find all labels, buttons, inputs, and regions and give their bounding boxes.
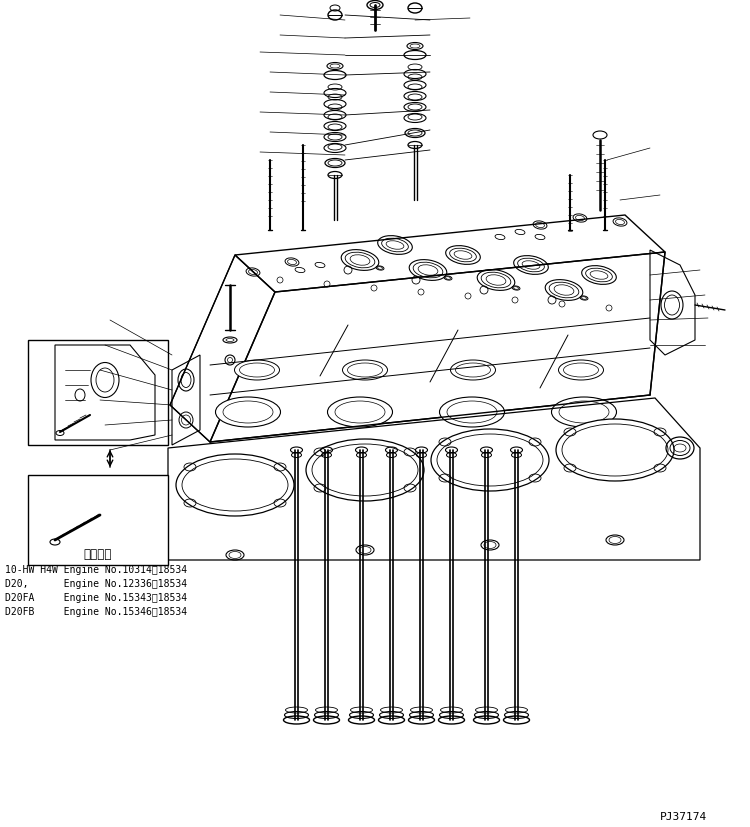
Text: D20FB     Engine No.15346～18534: D20FB Engine No.15346～18534 — [5, 607, 188, 617]
Ellipse shape — [556, 419, 674, 481]
Ellipse shape — [559, 360, 604, 380]
Ellipse shape — [551, 397, 616, 427]
Ellipse shape — [328, 10, 342, 20]
Ellipse shape — [235, 360, 280, 380]
Ellipse shape — [215, 397, 280, 427]
Ellipse shape — [176, 454, 294, 516]
Ellipse shape — [451, 360, 496, 380]
Ellipse shape — [306, 439, 424, 501]
Ellipse shape — [408, 3, 422, 13]
Text: D20FA     Engine No.15343～18534: D20FA Engine No.15343～18534 — [5, 593, 188, 603]
Text: D20,      Engine No.12336～18534: D20, Engine No.12336～18534 — [5, 579, 188, 589]
Text: 10-HW H4W Engine No.10314～18534: 10-HW H4W Engine No.10314～18534 — [5, 565, 188, 575]
Ellipse shape — [328, 397, 392, 427]
Text: 適用号機: 適用号機 — [84, 548, 112, 561]
Ellipse shape — [343, 360, 388, 380]
Bar — [28, 340, 168, 445]
Ellipse shape — [440, 397, 505, 427]
Ellipse shape — [431, 429, 549, 491]
Text: PJ37174: PJ37174 — [660, 812, 707, 822]
Bar — [28, 475, 168, 565]
